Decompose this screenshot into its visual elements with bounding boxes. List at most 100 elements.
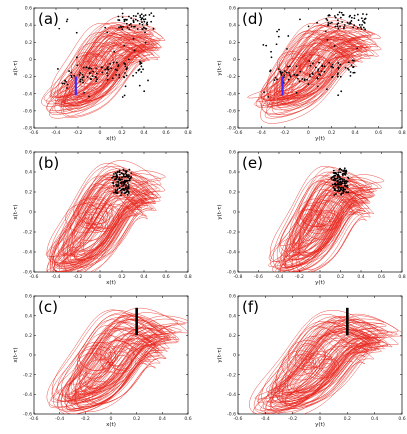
data-point [126, 189, 129, 192]
data-point [123, 181, 126, 184]
data-point [120, 25, 122, 28]
data-point [126, 193, 129, 196]
data-point [339, 75, 342, 78]
data-point [81, 73, 84, 76]
data-point [118, 169, 121, 172]
data-point [362, 13, 364, 15]
data-point [287, 78, 290, 81]
data-point [115, 61, 118, 64]
data-point [332, 66, 335, 69]
x-tick-label: 0.2 [118, 130, 125, 136]
data-point [338, 175, 340, 177]
data-point [279, 71, 282, 74]
x-tick-label: -0.4 [261, 416, 270, 422]
x-tick-label: 0 [307, 130, 310, 136]
data-point [277, 35, 280, 38]
data-point [283, 74, 286, 77]
attractor-trajectory [45, 160, 166, 272]
data-point [307, 83, 310, 85]
data-point [345, 185, 348, 188]
data-point [333, 194, 336, 196]
y-tick-label: 0.6 [25, 6, 32, 12]
black-points [262, 11, 368, 98]
data-point [339, 188, 342, 190]
y-tick-label: -0.6 [23, 270, 32, 276]
data-point [132, 14, 135, 17]
data-point [128, 179, 131, 182]
data-point [337, 67, 340, 70]
data-point [75, 56, 78, 59]
x-tick-label: -0.2 [295, 274, 304, 280]
data-point [66, 87, 68, 89]
data-point [111, 77, 114, 80]
y-tick-label: 0 [29, 353, 32, 359]
data-point [347, 177, 350, 179]
axis-ticks: -0.6 -0.4 -0.2 0 0.2 0.4 0.6 0.8-0.8-0.6-0.4-0.… [23, 6, 192, 136]
data-point [331, 63, 334, 66]
data-point [289, 65, 291, 68]
data-point [353, 17, 356, 20]
y-tick-label: 0 [233, 353, 236, 359]
data-point [79, 72, 82, 74]
data-point [353, 59, 355, 62]
data-point [115, 173, 118, 176]
data-point [277, 68, 280, 71]
data-point [318, 61, 320, 64]
y-tick-label: -0.2 [227, 372, 236, 378]
data-point [135, 71, 138, 74]
y-tick-label: -0.6 [227, 108, 236, 114]
x-tick-label: -0.4 [55, 416, 64, 422]
data-point [341, 13, 344, 16]
data-point [323, 65, 326, 68]
data-point [353, 24, 356, 27]
data-point [81, 79, 84, 81]
data-point [336, 190, 339, 192]
data-point [336, 183, 339, 186]
data-point [350, 16, 353, 19]
data-point [130, 172, 133, 175]
data-point [146, 21, 149, 24]
y-tick-label: -0.4 [227, 392, 236, 398]
y-tick-label: 0.4 [229, 170, 236, 176]
data-point [320, 70, 323, 73]
data-point [140, 65, 143, 68]
y-tick-label: 0.4 [25, 23, 32, 29]
x-axis-label: y(t) [315, 422, 325, 428]
data-point [289, 74, 291, 77]
y-tick-label: 0.6 [229, 294, 236, 300]
data-point [275, 43, 278, 46]
data-point [96, 78, 98, 81]
y-axis-label: y(t-τ) [217, 204, 223, 219]
y-tick-label: -0.4 [23, 392, 32, 398]
data-point [144, 31, 146, 34]
data-point [130, 25, 133, 28]
data-point [142, 15, 145, 17]
data-point [317, 68, 320, 71]
x-tick-label: 0 [99, 274, 102, 280]
data-point [270, 56, 273, 59]
data-point [340, 193, 342, 196]
data-point [337, 22, 340, 25]
panel-2: -0.6 -0.4 -0.2 0 0.2 0.4 0.6 0.8 -0.6 -0.4 -0.2 0 0.… [13, 150, 192, 286]
data-point [78, 73, 81, 76]
data-point [128, 15, 130, 18]
data-point [136, 28, 139, 30]
data-point [70, 71, 73, 74]
data-point [295, 65, 298, 68]
data-point [342, 192, 344, 194]
x-tick-label: -0.6 [30, 130, 39, 136]
data-point [324, 30, 327, 33]
data-point [100, 66, 103, 69]
y-tick-label: 0.6 [25, 294, 32, 300]
data-point [121, 176, 123, 179]
data-point [342, 180, 344, 182]
x-tick-label: -0.6 [254, 274, 263, 280]
data-point [125, 191, 127, 194]
data-point [118, 26, 120, 29]
data-point [307, 25, 310, 28]
data-point [336, 180, 339, 183]
data-point [339, 25, 341, 28]
data-point [90, 67, 93, 70]
data-point [339, 63, 342, 66]
y-tick-label: 0.4 [25, 313, 32, 319]
